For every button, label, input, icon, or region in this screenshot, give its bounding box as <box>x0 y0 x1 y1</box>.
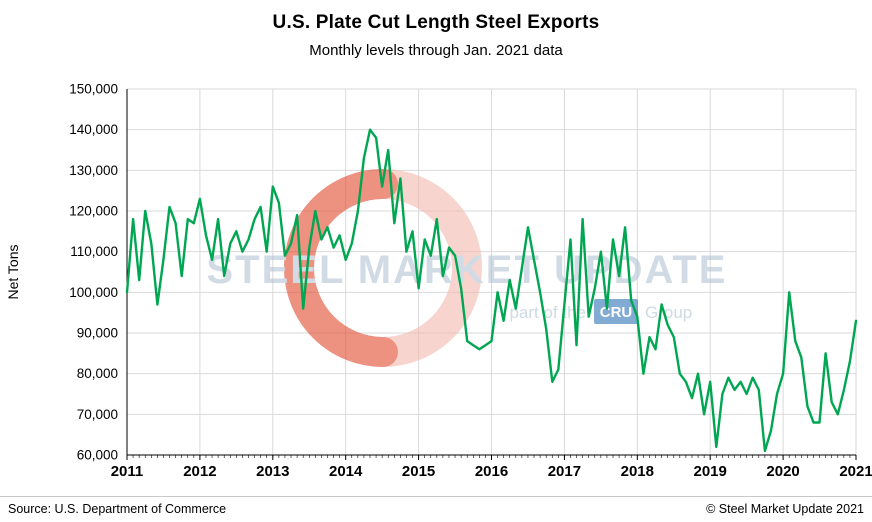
y-tick-label: 90,000 <box>77 326 118 341</box>
grid-layer <box>127 88 857 455</box>
x-year-label: 2020 <box>766 463 799 480</box>
x-year-label: 2016 <box>475 463 508 480</box>
y-tick-label: 130,000 <box>69 163 118 178</box>
y-tick-label: 150,000 <box>69 82 118 97</box>
copyright-note: © Steel Market Update 2021 <box>706 502 864 516</box>
x-year-label: 2013 <box>256 463 289 480</box>
x-year-label: 2019 <box>694 463 727 480</box>
x-year-label: 2021 <box>839 463 872 480</box>
smu-logo-swirl <box>284 169 398 367</box>
y-tick-label: 60,000 <box>77 448 118 463</box>
chart-subtitle: Monthly levels through Jan. 2021 data <box>309 42 563 59</box>
y-tick-label: 80,000 <box>77 366 118 381</box>
y-tick-label: 100,000 <box>69 285 118 300</box>
series-layer <box>125 128 858 453</box>
cru-badge <box>594 299 638 324</box>
x-year-label: 2015 <box>402 463 435 480</box>
footer: Source: U.S. Department of Commerce © St… <box>0 496 872 516</box>
source-note: Source: U.S. Department of Commerce <box>8 502 227 516</box>
watermark-tagline-suffix: Group <box>645 303 692 322</box>
smu-watermark: STEEL MARKET UPDATE part of the CRU Grou… <box>207 169 728 367</box>
y-tick-label: 120,000 <box>69 204 118 219</box>
y-tick-label: 110,000 <box>70 244 118 259</box>
x-year-label: 2017 <box>548 463 581 480</box>
watermark-tagline-prefix: part of the <box>509 303 586 322</box>
axis-layer: 60,000 70,000 80,000 90,000 100,000 110,000 12… <box>69 82 872 481</box>
x-year-label: 2018 <box>621 463 654 480</box>
watermark-text: STEEL MARKET UPDATE <box>207 248 728 292</box>
y-tick-label: 70,000 <box>77 407 118 422</box>
x-year-label: 2011 <box>111 463 144 480</box>
cru-badge-text: CRU <box>600 304 633 321</box>
x-year-label: 2014 <box>329 463 363 480</box>
chart-title: U.S. Plate Cut Length Steel Exports <box>272 12 600 33</box>
x-year-label: 2012 <box>183 463 216 480</box>
y-axis-title: Net Tons <box>5 245 21 300</box>
data-line <box>125 128 858 453</box>
y-tick-label: 140,000 <box>69 122 118 137</box>
